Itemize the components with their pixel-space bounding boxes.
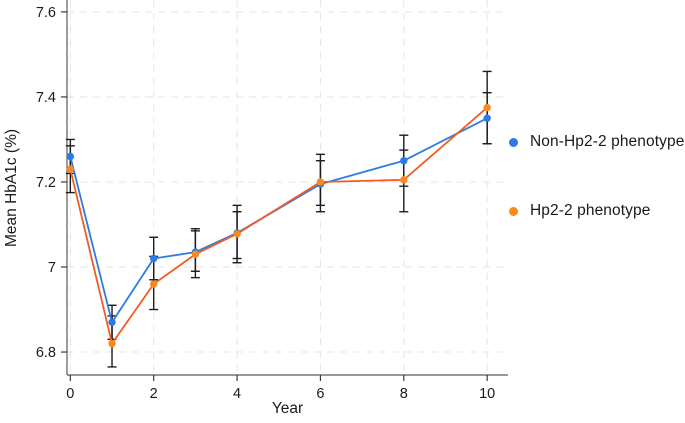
- data-point-marker: [66, 165, 75, 173]
- data-point-marker: [483, 114, 491, 122]
- legend-item-hp2-2: Hp2-2 phenotype: [509, 202, 650, 220]
- data-point-marker: [316, 178, 325, 186]
- tick-labels: 6.8 7 7.2 7.4 7.6 0 2 4 6 8 10: [36, 5, 495, 402]
- gridlines: [67, 0, 508, 375]
- data-point-marker: [400, 176, 408, 184]
- x-tick-label: 8: [400, 386, 408, 402]
- series-line: [69, 106, 488, 345]
- data-point-marker: [233, 230, 241, 238]
- chart-legend: Non-Hp2-2 phenotype Hp2-2 phenotype: [509, 0, 685, 423]
- y-axis-title: Mean HbA1c (%): [3, 129, 20, 247]
- error-bars: [65, 70, 492, 368]
- data-point-marker: [149, 254, 158, 263]
- y-tick-label: 6.8: [36, 345, 56, 361]
- data-point-marker: [108, 339, 116, 348]
- series-hp2-2: [66, 103, 491, 348]
- x-tick-label: 10: [479, 386, 495, 402]
- legend-marker-icon: [509, 137, 518, 147]
- x-axis-title: Year: [272, 400, 303, 417]
- data-point-marker: [191, 250, 200, 258]
- y-tick-label: 7.4: [36, 90, 56, 106]
- data-point-marker: [400, 157, 408, 165]
- axes: [66, 0, 508, 376]
- data-point-marker: [66, 152, 75, 161]
- x-tick-label: 4: [233, 386, 241, 402]
- tick-marks: [61, 11, 488, 381]
- data-point-marker: [108, 318, 116, 326]
- x-tick-label: 6: [316, 386, 324, 402]
- x-tick-label: 2: [150, 386, 158, 402]
- x-tick-label: 0: [66, 386, 74, 402]
- legend-label-hp2-2: Hp2-2 phenotype: [530, 202, 651, 219]
- legend-marker-icon: [509, 206, 518, 216]
- series-line: [69, 117, 488, 324]
- data-point-marker: [483, 103, 491, 112]
- y-tick-label: 7: [48, 260, 56, 276]
- legend-item-non-hp2-2: Non-Hp2-2 phenotype: [509, 133, 684, 151]
- data-point-marker: [149, 280, 158, 288]
- series-non-hp2-2: [66, 114, 491, 326]
- y-tick-label: 7.6: [36, 5, 56, 21]
- y-tick-label: 7.2: [36, 175, 56, 191]
- legend-label-non-hp2-2: Non-Hp2-2 phenotype: [530, 133, 685, 150]
